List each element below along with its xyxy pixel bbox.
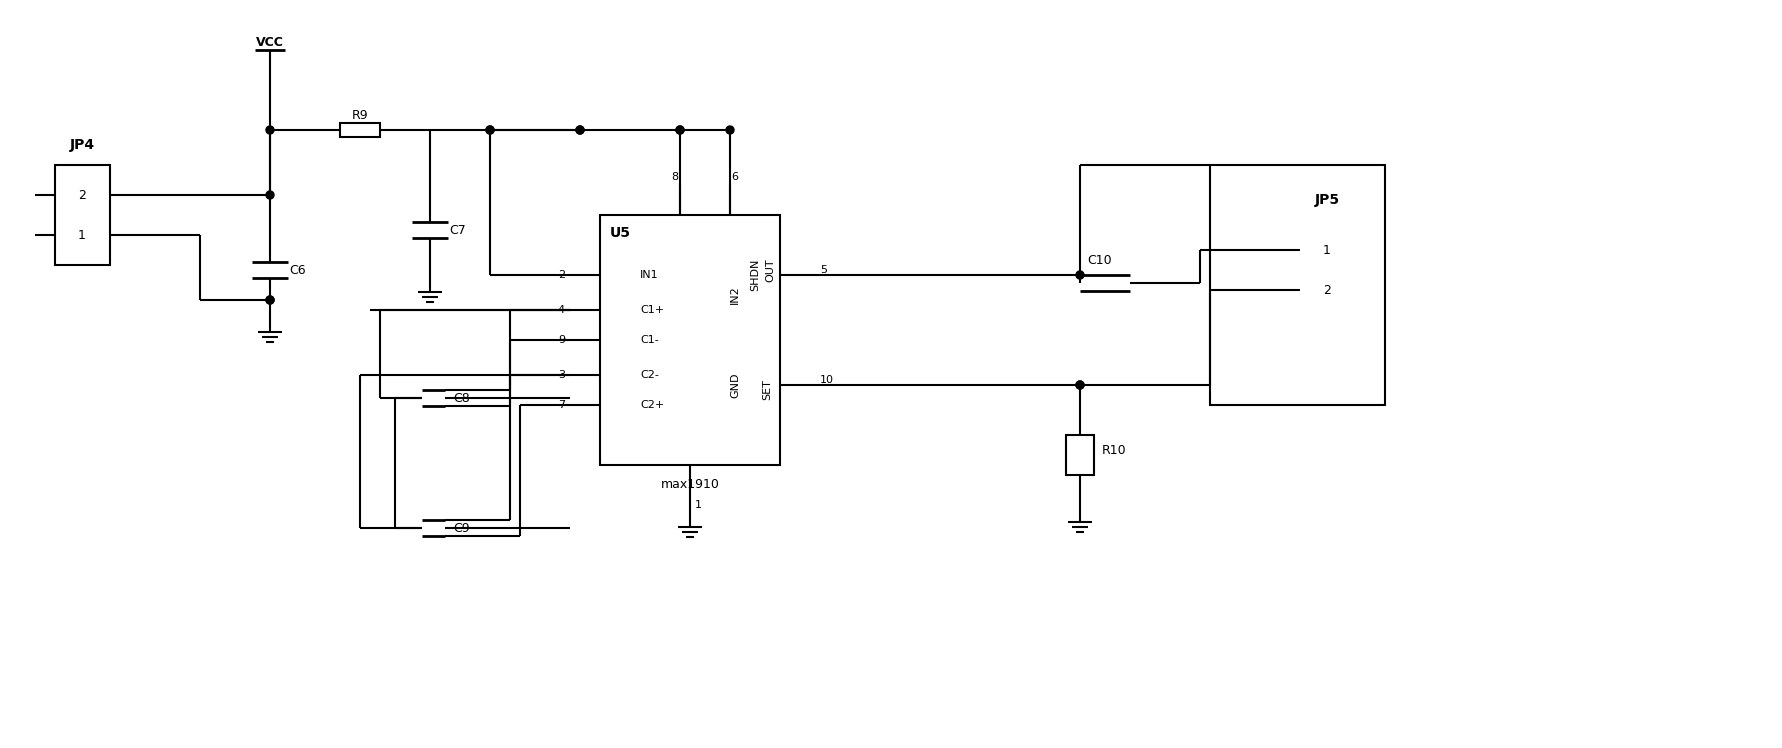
Text: C7: C7	[449, 224, 467, 236]
Bar	[340, 123, 380, 137]
Text: IN1: IN1	[640, 270, 658, 280]
Text: 6: 6	[731, 172, 738, 182]
Bar	[55, 165, 110, 265]
Text: U5: U5	[609, 226, 631, 240]
Text: OUT: OUT	[764, 258, 775, 282]
Bar	[1299, 220, 1354, 320]
Text: R10: R10	[1101, 444, 1126, 456]
Circle shape	[486, 126, 494, 134]
Text: R9: R9	[351, 108, 369, 121]
Text: C6: C6	[289, 263, 307, 277]
Text: 1: 1	[78, 228, 86, 242]
Text: IN2: IN2	[729, 286, 740, 304]
Bar	[1066, 435, 1094, 475]
Text: 7: 7	[558, 400, 565, 410]
Text: C2+: C2+	[640, 400, 665, 410]
Text: 2: 2	[78, 188, 86, 201]
Bar	[601, 215, 779, 465]
Circle shape	[576, 126, 584, 134]
Circle shape	[576, 126, 584, 134]
Text: C1+: C1+	[640, 305, 663, 315]
Text: C8: C8	[453, 391, 470, 405]
Circle shape	[675, 126, 684, 134]
Text: max1910: max1910	[659, 479, 718, 491]
Text: 8: 8	[672, 172, 679, 182]
Circle shape	[1075, 381, 1083, 389]
Text: C2-: C2-	[640, 370, 659, 380]
Text: SHDN: SHDN	[750, 259, 759, 291]
Text: JP4: JP4	[69, 138, 94, 152]
Text: 9: 9	[558, 335, 565, 345]
Text: 1: 1	[1322, 244, 1329, 257]
Circle shape	[266, 296, 274, 304]
Text: C1-: C1-	[640, 335, 658, 345]
Circle shape	[266, 191, 274, 199]
Text: 1: 1	[695, 500, 700, 510]
Text: 2: 2	[558, 270, 565, 280]
Text: VCC: VCC	[257, 35, 283, 49]
Circle shape	[486, 126, 494, 134]
Circle shape	[675, 126, 684, 134]
Circle shape	[725, 126, 734, 134]
Text: 4: 4	[558, 305, 565, 315]
Text: 5: 5	[820, 265, 827, 275]
Text: 2: 2	[1322, 283, 1329, 296]
Circle shape	[266, 296, 274, 304]
Text: GND: GND	[729, 373, 740, 398]
Text: 3: 3	[558, 370, 565, 380]
Circle shape	[1075, 271, 1083, 279]
Circle shape	[1075, 381, 1083, 389]
Text: C9: C9	[453, 521, 470, 535]
Bar	[1210, 165, 1385, 405]
Text: JP5: JP5	[1313, 193, 1338, 207]
Text: 10: 10	[820, 375, 834, 385]
Circle shape	[266, 126, 274, 134]
Text: C10: C10	[1087, 254, 1112, 266]
Text: SET: SET	[761, 379, 772, 400]
